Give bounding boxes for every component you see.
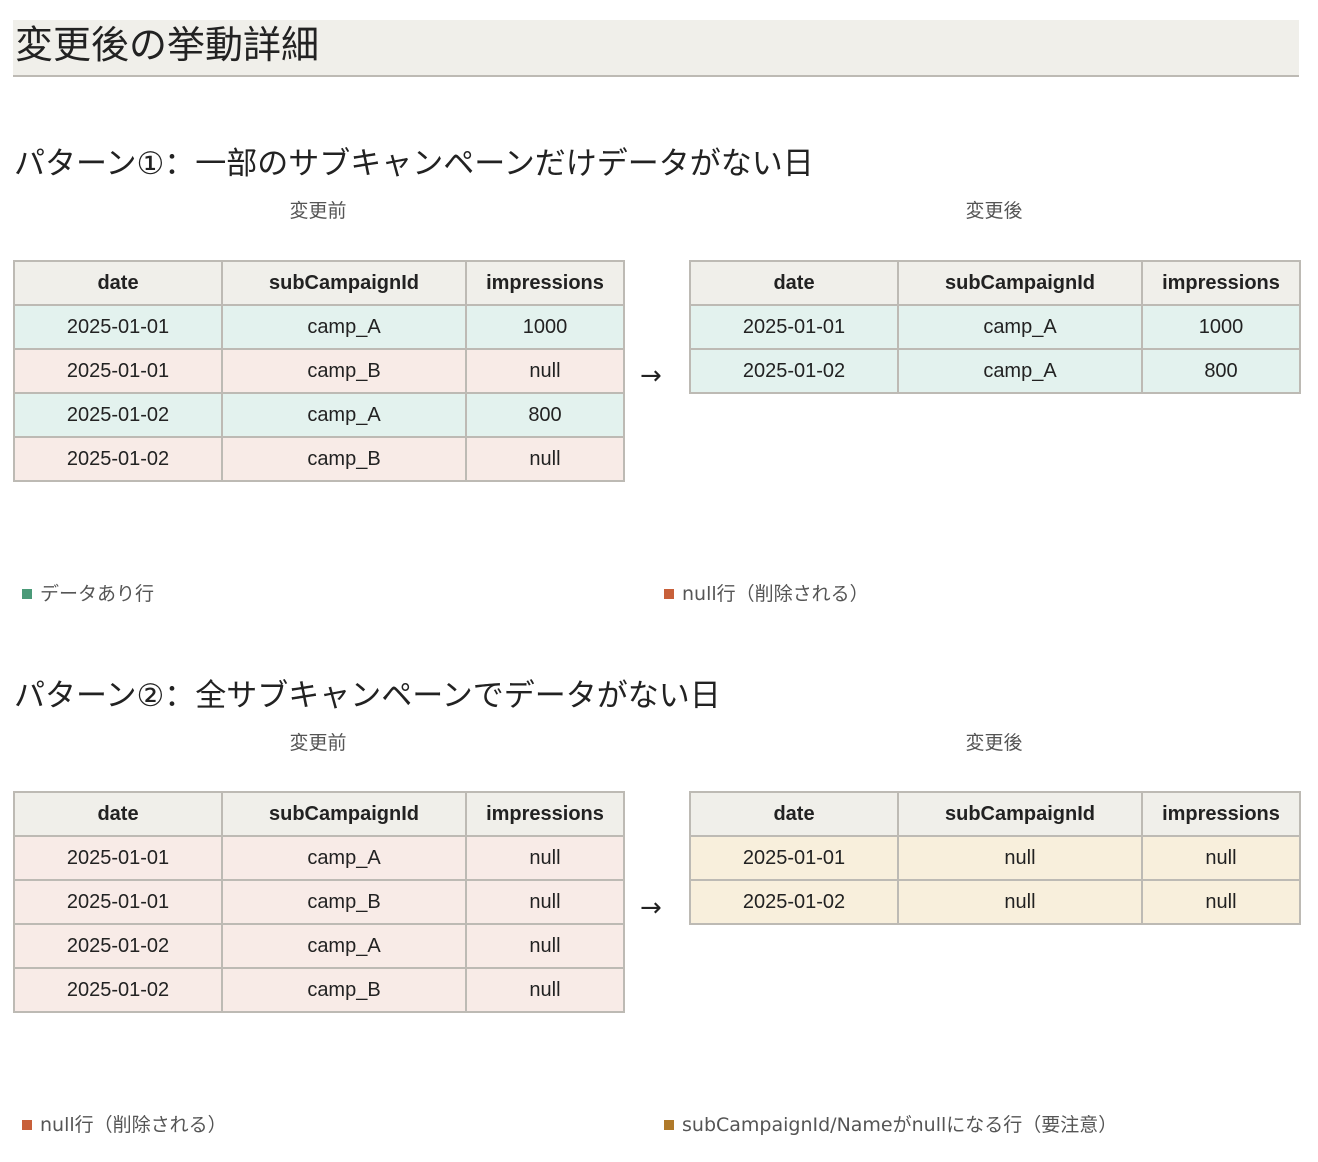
header-subcampaignid: subCampaignId (221, 260, 467, 306)
green-square-icon (22, 589, 32, 599)
table-row: 2025-01-02 camp_A 800 (13, 392, 625, 438)
legend-warn-row: subCampaignId/Nameがnullになる行（要注意） (664, 1110, 1117, 1137)
pattern1-after-caption: 変更後 (965, 200, 1023, 222)
header-date: date (13, 791, 223, 837)
legend-label: subCampaignId/Nameがnullになる行（要注意） (682, 1114, 1118, 1136)
cell: camp_A (221, 923, 467, 969)
pattern2-before-table: date subCampaignId impressions 2025-01-01 c… (13, 791, 625, 1013)
pattern2-after-caption: 変更後 (965, 732, 1023, 754)
brown-square-icon (664, 1120, 674, 1130)
table-row: 2025-01-01 camp_B null (13, 879, 625, 925)
pattern1-before-table: date subCampaignId impressions 2025-01-01 c… (13, 260, 625, 482)
header-subcampaignid: subCampaignId (897, 791, 1143, 837)
cell: 2025-01-01 (13, 304, 223, 350)
cell: camp_B (221, 967, 467, 1013)
cell: null (1141, 835, 1301, 881)
cell: camp_A (221, 392, 467, 438)
cell: 2025-01-02 (689, 348, 899, 394)
cell: null (465, 436, 625, 482)
pattern1-after-table: date subCampaignId impressions 2025-01-01 c… (689, 260, 1301, 394)
cell: null (465, 967, 625, 1013)
header-impressions: impressions (1141, 791, 1301, 837)
header-date: date (689, 791, 899, 837)
arrow-icon: → (640, 893, 662, 923)
table-row: 2025-01-01 null null (689, 835, 1301, 881)
table-row: 2025-01-01 camp_A 1000 (689, 304, 1301, 350)
orange-square-icon (22, 1120, 32, 1130)
legend-label: null行（削除される） (40, 1114, 227, 1136)
header-date: date (13, 260, 223, 306)
cell: camp_A (897, 304, 1143, 350)
cell: camp_B (221, 879, 467, 925)
cell: null (897, 835, 1143, 881)
pattern2-heading: パターン②：全サブキャンペーンでデータがない日 (14, 678, 721, 714)
header-subcampaignid: subCampaignId (221, 791, 467, 837)
header-subcampaignid: subCampaignId (897, 260, 1143, 306)
orange-square-icon (664, 589, 674, 599)
legend-label: データあり行 (40, 583, 155, 605)
pattern1-heading: パターン①：一部のサブキャンペーンだけデータがない日 (14, 146, 814, 182)
cell: 2025-01-02 (13, 923, 223, 969)
cell: 800 (465, 392, 625, 438)
cell: 2025-01-02 (13, 436, 223, 482)
header-impressions: impressions (465, 791, 625, 837)
table-row: 2025-01-02 camp_B null (13, 967, 625, 1013)
cell: null (465, 879, 625, 925)
cell: camp_A (221, 304, 467, 350)
pattern2-before-caption: 変更前 (289, 732, 347, 754)
cell: 800 (1141, 348, 1301, 394)
cell: 2025-01-02 (13, 392, 223, 438)
header-date: date (689, 260, 899, 306)
table-row: 2025-01-02 null null (689, 879, 1301, 925)
pattern1-before-caption: 変更前 (289, 200, 347, 222)
cell: null (897, 879, 1143, 925)
header-impressions: impressions (1141, 260, 1301, 306)
cell: camp_A (221, 835, 467, 881)
cell: 2025-01-02 (689, 879, 899, 925)
legend-data-row: データあり行 (22, 579, 154, 606)
cell: 2025-01-02 (13, 967, 223, 1013)
table-row: 2025-01-02 camp_B null (13, 436, 625, 482)
cell: 1000 (1141, 304, 1301, 350)
legend-label: null行（削除される） (682, 583, 869, 605)
cell: 2025-01-01 (689, 304, 899, 350)
table-row: 2025-01-01 camp_B null (13, 348, 625, 394)
cell: 1000 (465, 304, 625, 350)
table-row: 2025-01-02 camp_A 800 (689, 348, 1301, 394)
cell: null (465, 923, 625, 969)
table-row: 2025-01-02 camp_A null (13, 923, 625, 969)
cell: camp_B (221, 436, 467, 482)
legend-null-row: null行（削除される） (664, 579, 869, 606)
legend-null-row: null行（削除される） (22, 1110, 227, 1137)
cell: null (1141, 879, 1301, 925)
cell: 2025-01-01 (689, 835, 899, 881)
cell: camp_A (897, 348, 1143, 394)
table-row: 2025-01-01 camp_A 1000 (13, 304, 625, 350)
cell: null (465, 835, 625, 881)
cell: 2025-01-01 (13, 835, 223, 881)
pattern2-after-table: date subCampaignId impressions 2025-01-01 n… (689, 791, 1301, 925)
header-impressions: impressions (465, 260, 625, 306)
arrow-icon: → (640, 361, 662, 391)
page-title: 変更後の挙動詳細 (13, 20, 1299, 77)
cell: 2025-01-01 (13, 879, 223, 925)
cell: 2025-01-01 (13, 348, 223, 394)
cell: camp_B (221, 348, 467, 394)
table-row: 2025-01-01 camp_A null (13, 835, 625, 881)
cell: null (465, 348, 625, 394)
